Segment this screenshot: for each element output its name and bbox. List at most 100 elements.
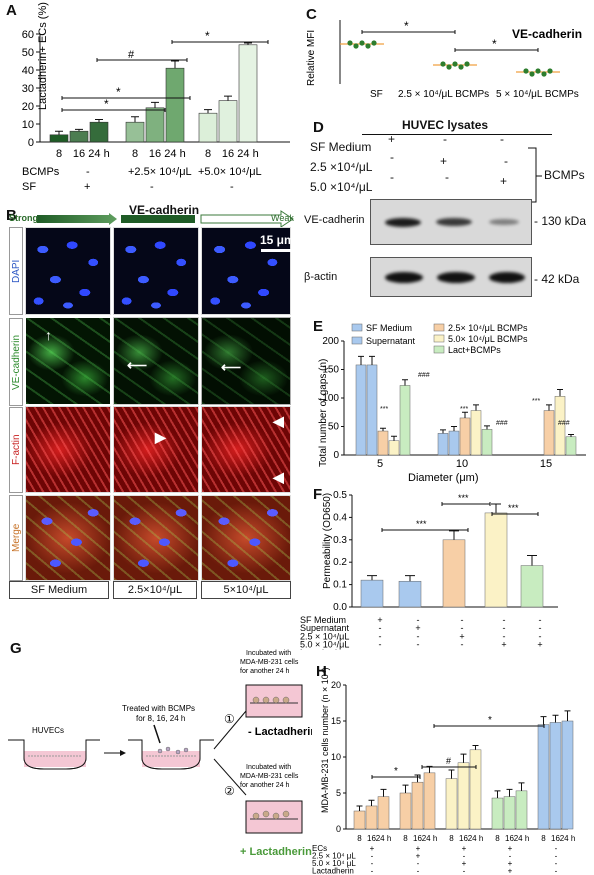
panel-d: HUVEC lysates SF Medium 2.5 ×10⁴/μL 5.0 … — [300, 112, 594, 312]
a-xtick-label: 16 — [73, 148, 85, 160]
b-micrograph-2-2 — [113, 317, 199, 405]
b-micrograph-4-1 — [25, 495, 111, 581]
e-errorbar — [546, 404, 552, 411]
b-micrograph-1-1 — [25, 227, 111, 315]
b-scale-bar-label: 15 μm — [260, 233, 295, 247]
d-s-0-2: - — [500, 132, 504, 146]
f-row-sign: + — [537, 648, 542, 650]
c-dot — [446, 64, 452, 70]
h-xtick-label: 8 — [495, 834, 500, 843]
h-xtick-label: 16 — [551, 834, 560, 843]
h-row-sign: + — [508, 867, 513, 875]
b-micrograph-1-3 — [201, 227, 291, 315]
f-ylabel: Permeability (OD650) — [322, 493, 333, 589]
f-row-label: Supernatant — [300, 623, 350, 633]
f-ytick-label: 0.0 — [333, 602, 347, 613]
chart-h: MDA-MB-231 cells number (n × 10⁴) 0 5 10 15… — [312, 667, 575, 875]
f-sig-line-3 — [491, 512, 539, 516]
g-plus-lact: + Lactadherin — [240, 846, 312, 858]
a-errorbar — [204, 109, 212, 114]
e-xlabel: Diameter (μm) — [408, 472, 479, 484]
d-band-6 — [489, 272, 525, 283]
a-errorbar — [131, 116, 139, 123]
h-xtick-label: 8 — [449, 834, 454, 843]
b-arrow-marker: ◀ — [273, 413, 284, 429]
h-errorbar — [540, 716, 547, 725]
e-bar — [470, 410, 482, 456]
e-errorbar — [380, 427, 386, 432]
a-sig-line-3 — [96, 58, 188, 62]
d-blot2-size: - 42 kDa — [534, 272, 580, 286]
b-arrow-marker: ◀ — [273, 469, 284, 485]
a-bar — [238, 44, 258, 143]
h-errorbar — [564, 710, 571, 721]
d-row-25: 2.5 ×10⁴/μL — [310, 160, 373, 174]
b-cond-25: 2.5×10⁴/μL — [113, 581, 197, 599]
a-ytick-label: 30 — [22, 83, 34, 95]
h-bar — [445, 778, 458, 830]
panel-label-a: A — [6, 2, 17, 19]
b-micrograph-3-3 — [201, 406, 291, 493]
e-sig-mark: *** — [460, 406, 468, 413]
h-row-label: ECs — [312, 844, 327, 853]
h-row-sign: - — [555, 867, 558, 875]
h-xtick-label: 24 h — [514, 834, 530, 843]
f-row-sign: - — [417, 648, 420, 650]
d-band-1 — [385, 218, 421, 227]
f-row-sign: - — [379, 631, 382, 641]
h-xtick-label: 8 — [403, 834, 408, 843]
h-row-sign: + — [370, 844, 375, 853]
h-bar — [457, 762, 470, 830]
c-dot — [464, 61, 470, 67]
f-sig-3: *** — [508, 503, 519, 513]
f-row-sign: - — [379, 640, 382, 650]
e-ytick-label: 100 — [322, 393, 339, 404]
e-legend-label: Lact+BCMPs — [448, 345, 501, 355]
h-xtick-label: 16 — [459, 834, 468, 843]
c-dot — [535, 68, 541, 74]
c-dot — [547, 68, 553, 74]
a-bar — [89, 121, 109, 143]
f-row-sign: - — [417, 640, 420, 650]
e-bar — [437, 433, 449, 456]
b-legend-title: VE-cadherin — [129, 203, 200, 217]
b-cond-sf: SF Medium — [9, 581, 109, 599]
d-blot2-label: β-actin — [304, 271, 338, 283]
a-errorbar — [244, 42, 252, 45]
b-weak-arrow — [200, 210, 294, 228]
d-bracket-label: BCMPs — [544, 168, 585, 182]
h-row-sign: - — [555, 844, 558, 853]
f-row-sign: - — [503, 631, 506, 641]
h-ytick-label: 10 — [331, 752, 341, 762]
h-row-sign: - — [463, 852, 466, 861]
e-ytick-label: 150 — [322, 365, 339, 376]
h-row-sign: + — [416, 852, 421, 861]
e-bar — [366, 364, 378, 456]
f-row-label: SF Medium — [300, 615, 346, 625]
a-xtick-label: 24 h — [164, 148, 185, 160]
e-sig-mark: ### — [558, 420, 570, 427]
f-row-sign: + — [501, 640, 506, 650]
f-sig-line-2 — [441, 502, 491, 506]
f-row-sign: + — [415, 623, 420, 633]
b-micrograph-2-1 — [25, 317, 111, 405]
f-bar — [520, 565, 544, 608]
f-row-sign: - — [461, 615, 464, 625]
d-blot-bactin — [370, 257, 532, 297]
a-bar — [145, 107, 165, 143]
d-band-2 — [436, 218, 472, 226]
f-row-sign: - — [379, 648, 382, 650]
d-title: HUVEC lysates — [402, 118, 489, 132]
c-dot — [359, 40, 365, 46]
h-bar — [469, 749, 482, 830]
d-bracket — [528, 147, 542, 203]
b-row-factin: F-actin — [9, 407, 23, 493]
a-errorbar — [75, 128, 83, 132]
e-bar — [448, 430, 460, 456]
panel-label-d: D — [313, 119, 324, 136]
a-row1-v0: - — [86, 166, 90, 178]
d-s-1-1: + — [440, 154, 448, 168]
c-dot — [365, 43, 371, 49]
c-dot — [353, 43, 359, 49]
